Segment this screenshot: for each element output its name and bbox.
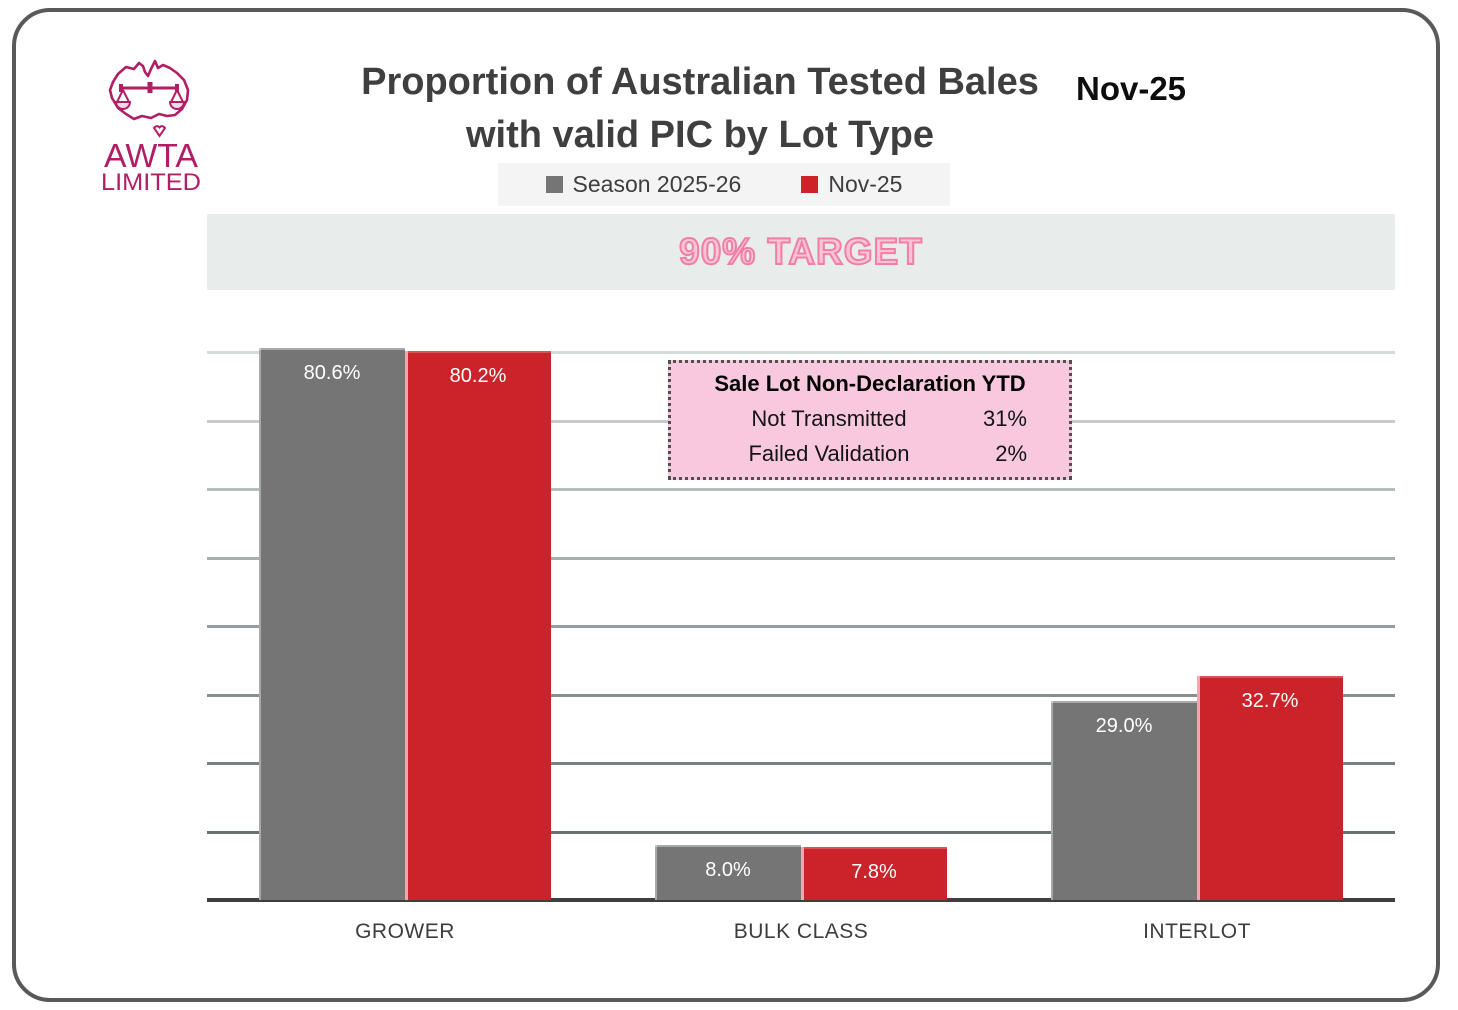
gridline-40pct — [207, 625, 1395, 628]
x-axis-line — [207, 898, 1395, 902]
category-label-grower: GROWER — [355, 920, 455, 943]
target-banner: 90% TARGET — [207, 214, 1395, 290]
tasmania-heart-icon — [152, 125, 167, 138]
chart-title-line2: with valid PIC by Lot Type — [465, 114, 934, 156]
annotation-row-value: 2% — [995, 441, 1027, 466]
category-label-interlot: INTERLOT — [1143, 920, 1251, 943]
balance-scale-icon — [114, 82, 186, 110]
gridline-60pct — [207, 488, 1395, 491]
bar-value-label: 32.7% — [1241, 690, 1299, 712]
bar-interlot-month: 32.7% — [1197, 676, 1343, 900]
legend: Season 2025-26 Nov-25 — [498, 163, 950, 206]
legend-item-1: Nov-25 — [801, 171, 902, 198]
annotation-row-label: Failed Validation — [748, 441, 910, 466]
bar-value-label: 7.8% — [851, 860, 897, 883]
bar-chart-plot-area: 80.6% 80.2% GROWER 8.0% 7.8% BULK CLASS 29.0% 3… — [207, 284, 1395, 944]
non-declaration-annotation-box: Sale Lot Non-Declaration YTD Not Transmi… — [668, 360, 1072, 480]
bar-grower-season: 80.6% — [259, 347, 405, 900]
annotation-row-label: Not Transmitted — [751, 406, 907, 431]
gridline-30pct — [207, 693, 1395, 697]
awta-logo: AWTA LIMITED — [101, 59, 201, 196]
logo-text-awta: AWTA — [104, 137, 198, 174]
bar-grower-month: 80.2% — [405, 350, 551, 900]
chart-title: Proportion of Australian Tested Bales wi… — [290, 56, 1110, 162]
report-date-label: Nov-25 — [1076, 70, 1187, 107]
gridline-10pct — [207, 830, 1395, 834]
annotation-title: Sale Lot Non-Declaration YTD — [714, 371, 1026, 396]
bar-value-label: 80.2% — [449, 364, 507, 387]
australia-outline-icon — [108, 59, 190, 121]
gridline-20pct — [207, 762, 1395, 765]
bar-bulk-class-season: 8.0% — [655, 845, 801, 900]
legend-swatch-icon — [545, 176, 563, 193]
bar-interlot-season: 29.0% — [1051, 701, 1197, 900]
category-label-bulk-class: BULK CLASS — [733, 920, 869, 943]
legend-item-0: Season 2025-26 — [545, 171, 742, 198]
chart-title-line1: Proportion of Australian Tested Bales — [361, 61, 1039, 103]
annotation-row: Not Transmitted 31% — [671, 406, 1069, 432]
target-banner-text: 90% TARGET — [678, 230, 923, 273]
legend-label: Season 2025-26 — [572, 171, 742, 197]
bar-value-label: 8.0% — [705, 859, 751, 882]
bar-value-label: 80.6% — [303, 361, 361, 384]
legend-label: Nov-25 — [828, 171, 903, 197]
gridline-80pct — [207, 351, 1395, 354]
annotation-row: Failed Validation 2% — [671, 441, 1069, 467]
legend-swatch-icon — [801, 176, 819, 193]
bar-bulk-class-month: 7.8% — [801, 846, 947, 900]
gridline-50pct — [207, 556, 1395, 560]
bar-value-label: 29.0% — [1095, 715, 1153, 738]
logo-text-limited: LIMITED — [101, 169, 201, 196]
annotation-row-value: 31% — [982, 406, 1027, 431]
